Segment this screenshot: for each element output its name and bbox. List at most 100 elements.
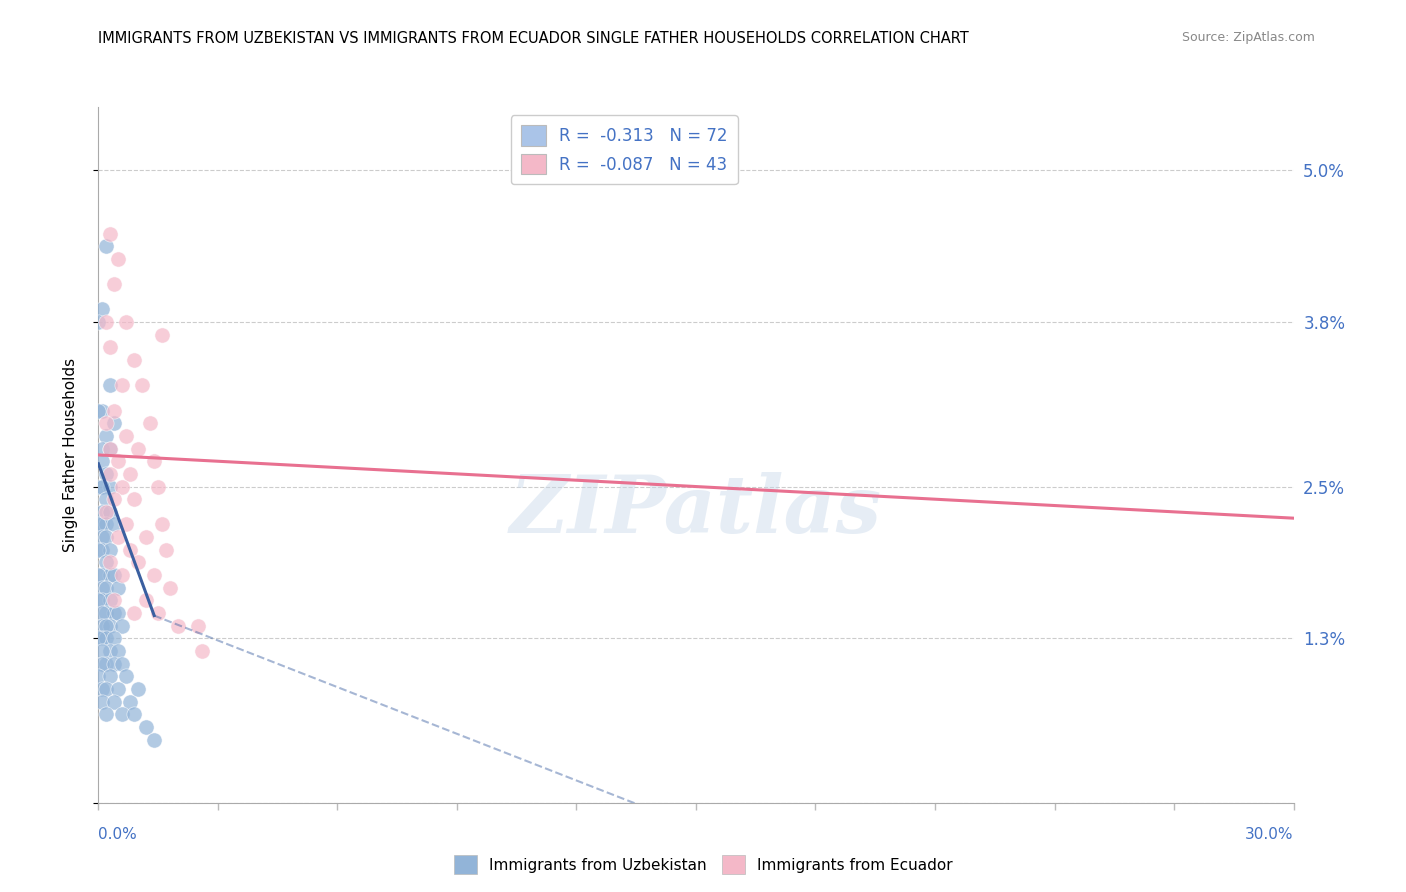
Point — [107, 681, 129, 696]
Point — [107, 581, 129, 595]
Point — [107, 530, 129, 544]
Point — [124, 606, 146, 620]
Point — [103, 417, 125, 431]
Point — [100, 618, 122, 632]
Point — [87, 517, 110, 532]
Point — [103, 632, 125, 646]
Point — [191, 644, 214, 658]
Point — [91, 442, 114, 456]
Point — [155, 542, 177, 557]
Point — [143, 454, 166, 468]
Point — [91, 681, 114, 696]
Point — [96, 530, 118, 544]
Point — [91, 530, 114, 544]
Point — [107, 644, 129, 658]
Point — [91, 454, 114, 468]
Point — [91, 581, 114, 595]
Point — [100, 442, 122, 456]
Point — [103, 403, 125, 417]
Point — [103, 492, 125, 507]
Point — [135, 720, 157, 734]
Point — [91, 695, 114, 709]
Point — [159, 581, 181, 595]
Text: Source: ZipAtlas.com: Source: ZipAtlas.com — [1181, 31, 1315, 45]
Point — [127, 681, 149, 696]
Point — [111, 707, 134, 722]
Point — [103, 657, 125, 671]
Point — [96, 657, 118, 671]
Point — [91, 517, 114, 532]
Point — [167, 618, 190, 632]
Text: ZIPatlas: ZIPatlas — [510, 472, 882, 549]
Point — [127, 442, 149, 456]
Point — [143, 568, 166, 582]
Point — [96, 581, 118, 595]
Point — [100, 644, 122, 658]
Point — [115, 429, 138, 443]
Point — [91, 302, 114, 317]
Point — [107, 252, 129, 266]
Point — [96, 239, 118, 253]
Point — [100, 556, 122, 570]
Point — [96, 429, 118, 443]
Point — [100, 227, 122, 241]
Point — [96, 492, 118, 507]
Point — [103, 517, 125, 532]
Text: IMMIGRANTS FROM UZBEKISTAN VS IMMIGRANTS FROM ECUADOR SINGLE FATHER HOUSEHOLDS C: IMMIGRANTS FROM UZBEKISTAN VS IMMIGRANTS… — [98, 31, 969, 46]
Point — [103, 695, 125, 709]
Point — [120, 695, 142, 709]
Legend: R =  -0.313   N = 72, R =  -0.087   N = 43: R = -0.313 N = 72, R = -0.087 N = 43 — [510, 115, 738, 185]
Point — [100, 669, 122, 683]
Point — [91, 403, 114, 417]
Legend: Immigrants from Uzbekistan, Immigrants from Ecuador: Immigrants from Uzbekistan, Immigrants f… — [447, 849, 959, 880]
Point — [91, 568, 114, 582]
Point — [91, 606, 114, 620]
Point — [96, 632, 118, 646]
Point — [115, 669, 138, 683]
Point — [96, 556, 118, 570]
Point — [124, 353, 146, 368]
Point — [111, 657, 134, 671]
Point — [96, 606, 118, 620]
Point — [100, 442, 122, 456]
Point — [103, 593, 125, 607]
Point — [135, 530, 157, 544]
Point — [100, 467, 122, 481]
Y-axis label: Single Father Households: Single Father Households — [63, 358, 77, 552]
Point — [91, 505, 114, 519]
Point — [96, 618, 118, 632]
Point — [87, 403, 110, 417]
Point — [131, 378, 153, 392]
Point — [96, 681, 118, 696]
Point — [87, 632, 110, 646]
Point — [100, 568, 122, 582]
Point — [115, 517, 138, 532]
Point — [96, 417, 118, 431]
Point — [91, 644, 114, 658]
Point — [143, 732, 166, 747]
Point — [120, 467, 142, 481]
Text: 30.0%: 30.0% — [1246, 827, 1294, 841]
Point — [100, 479, 122, 493]
Point — [115, 315, 138, 329]
Point — [87, 593, 110, 607]
Point — [103, 606, 125, 620]
Point — [111, 378, 134, 392]
Point — [111, 618, 134, 632]
Point — [148, 479, 170, 493]
Point — [120, 542, 142, 557]
Point — [187, 618, 209, 632]
Point — [107, 454, 129, 468]
Point — [96, 467, 118, 481]
Point — [91, 593, 114, 607]
Text: 0.0%: 0.0% — [98, 827, 138, 841]
Point — [148, 606, 170, 620]
Point — [87, 568, 110, 582]
Point — [87, 542, 110, 557]
Point — [107, 606, 129, 620]
Point — [103, 568, 125, 582]
Point — [111, 479, 134, 493]
Point — [135, 593, 157, 607]
Point — [100, 378, 122, 392]
Point — [124, 707, 146, 722]
